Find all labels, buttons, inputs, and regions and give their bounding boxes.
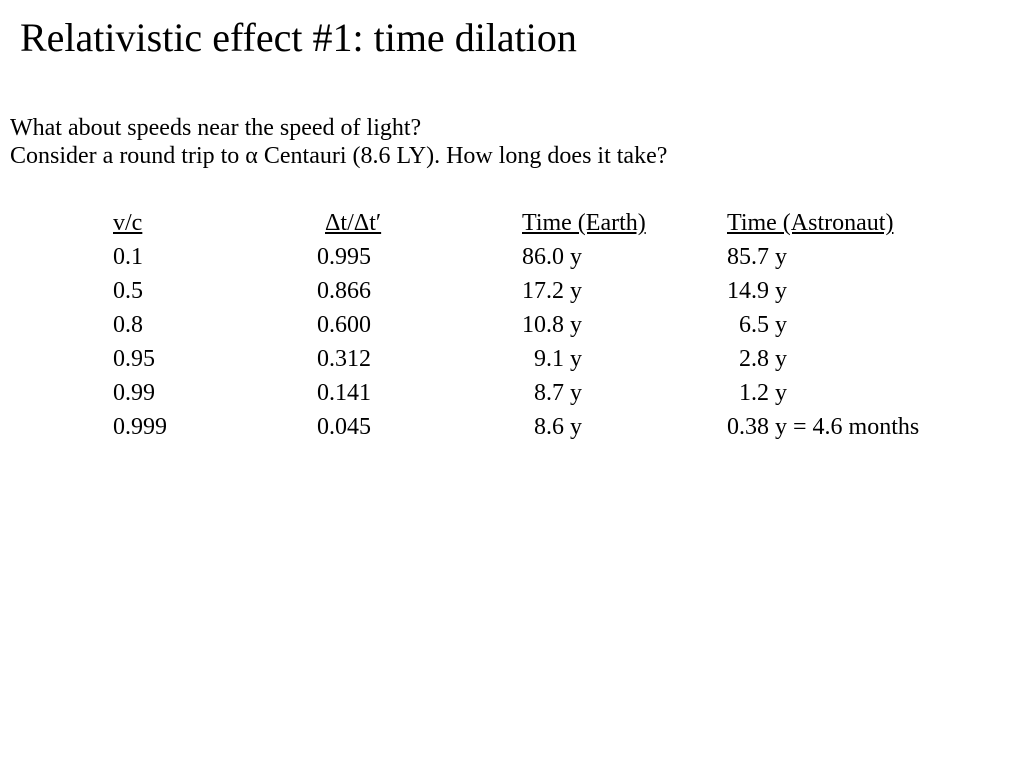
velocity-ratio-cell: 0.1 (113, 244, 143, 270)
dilation-factor-cell: 0.045 (317, 414, 371, 440)
time-astronaut-cell: 2.8 y (727, 346, 787, 372)
dilation-factor-cell: 0.995 (317, 244, 371, 270)
velocity-ratio-cell: 0.99 (113, 380, 155, 406)
time-earth-cell: 8.6 y (522, 414, 582, 440)
time-astronaut-cell: 6.5 y (727, 312, 787, 338)
velocity-ratio-cell: 0.5 (113, 278, 143, 304)
header-time-astronaut: Time (Astronaut) (727, 210, 894, 236)
velocity-ratio-cell: 0.8 (113, 312, 143, 338)
time-earth-cell: 8.7 y (522, 380, 582, 406)
dilation-factor-cell: 0.312 (317, 346, 371, 372)
header-velocity-ratio: v/c (113, 210, 143, 236)
intro-text: What about speeds near the speed of ligh… (10, 114, 667, 170)
header-time-earth: Time (Earth) (522, 210, 646, 236)
time-earth-cell: 10.8 y (522, 312, 582, 338)
intro-line: What about speeds near the speed of ligh… (10, 115, 422, 141)
dilation-factor-cell: 0.866 (317, 278, 371, 304)
dilation-factor-cell: 0.600 (317, 312, 371, 338)
time-earth-cell: 9.1 y (522, 346, 582, 372)
intro-line: Consider a round trip to α Centauri (8.6… (10, 143, 668, 169)
slide-title: Relativistic effect #1: time dilation (20, 15, 577, 60)
velocity-ratio-cell: 0.95 (113, 346, 155, 372)
time-earth-cell: 17.2 y (522, 278, 582, 304)
time-astronaut-cell: 14.9 y (727, 278, 787, 304)
time-earth-cell: 86.0 y (522, 244, 582, 270)
time-astronaut-cell: 85.7 y (727, 244, 787, 270)
dilation-factor-cell: 0.141 (317, 380, 371, 406)
time-astronaut-cell: 1.2 y (727, 380, 787, 406)
header-dilation-factor: Δt/Δt′ (325, 210, 382, 236)
velocity-ratio-cell: 0.999 (113, 414, 167, 440)
time-astronaut-cell: 0.38 y = 4.6 months (727, 414, 920, 440)
